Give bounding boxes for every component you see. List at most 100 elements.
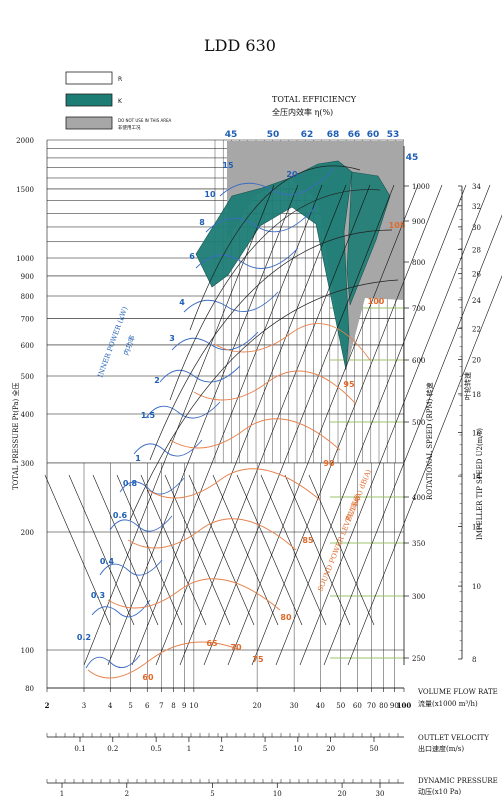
tip-speed-tick-label: 28	[472, 246, 481, 254]
inner-power-label: 0.3	[91, 591, 105, 600]
fan-grid-line	[92, 474, 159, 626]
inner-power-label: 20	[286, 170, 298, 179]
inner-power-label: 0.6	[113, 511, 128, 520]
power-curve	[85, 654, 141, 669]
efficiency-label: 68	[327, 130, 340, 140]
fan-grid-line	[347, 275, 502, 666]
x-tick-label: 30	[290, 702, 299, 710]
fan-grid-line	[179, 184, 371, 666]
legend-swatch-no-use	[65, 116, 113, 130]
velocity-tick-label: 1	[187, 745, 191, 753]
dyn-tick-label: 2	[125, 790, 129, 798]
operating-areas	[195, 141, 404, 371]
sound-curve	[193, 370, 357, 405]
fan-grid-line	[275, 184, 467, 666]
sound-power-axis-label-cn: 声功率级	[344, 493, 363, 522]
inner-power-label: 10	[204, 190, 216, 199]
fan-grid-line	[227, 184, 419, 666]
dyn-pressure-axis-label-cn: 动压(x10 Pa)	[418, 787, 461, 796]
power-curve	[133, 439, 203, 457]
power-curve	[119, 477, 185, 495]
legend-label-r: R	[118, 76, 122, 83]
curve-layer	[44, 165, 502, 679]
fan-grid-line	[68, 474, 135, 626]
x-tick-label: 8	[171, 702, 175, 710]
chart-title: LDD 630	[204, 36, 276, 55]
rpm-tick-label: 900	[412, 218, 425, 226]
fan-grid-line	[83, 184, 275, 666]
efficiency-curve	[189, 165, 361, 331]
power-curve	[205, 205, 317, 233]
y-tick-label: 200	[21, 529, 34, 537]
inner-power-axis-label: INNER POWER (kW)	[96, 305, 129, 378]
inner-power-label: 0.2	[77, 633, 91, 642]
power-curve	[159, 365, 241, 383]
power-curve	[171, 331, 259, 351]
inner-power-label: 1	[135, 454, 141, 463]
axis-layer: 8010020030040050060070080090010001500200…	[11, 137, 498, 798]
velocity-axis-label-cn: 出口速度(m/s)	[418, 744, 464, 753]
inner-power-label: 4	[179, 298, 185, 307]
fan-grid-line	[323, 214, 502, 666]
rpm-tick-label: 700	[412, 305, 425, 313]
fan-grid-line	[107, 184, 299, 666]
tip-speed-tick-label: 20	[472, 356, 481, 364]
sound-curve	[147, 468, 321, 501]
velocity-tick-label: 50	[370, 745, 379, 753]
x-tick-label: 7	[159, 702, 163, 710]
power-curve	[109, 515, 173, 532]
x-tick-label: 3	[82, 702, 86, 710]
fan-grid-line	[308, 474, 375, 626]
efficiency-label: 45	[225, 130, 238, 140]
dyn-tick-label: 10	[273, 790, 282, 798]
rpm-tick-label: 1000	[412, 183, 430, 191]
inner-power-axis-label-cn: 内功率	[121, 334, 137, 357]
rpm-tick-label: 500	[412, 419, 425, 427]
dyn-tick-label: 20	[338, 790, 347, 798]
rpm-tick-label: 300	[412, 593, 425, 601]
x-tick-label: 100	[397, 701, 412, 710]
fan-grid-line	[299, 184, 491, 666]
y-axis-label: TOTAL PRESSURE Pt(Pa) 全压	[11, 383, 20, 490]
inner-power-label: 3	[169, 334, 175, 343]
tip-speed-tick-label: 32	[472, 203, 481, 211]
sound-power-label: 65	[206, 639, 218, 648]
inner-power-label: 15	[222, 161, 234, 170]
efficiency-curve	[169, 189, 381, 401]
sound-power-label: 80	[280, 613, 292, 622]
y-tick-label: 300	[21, 460, 34, 468]
legend-label-no-use-cn: 非使用工况	[118, 124, 141, 131]
sound-curve	[87, 641, 241, 679]
fan-grid-line	[284, 474, 351, 626]
fan-grid-line	[260, 474, 327, 626]
sound-power-label: 90	[323, 459, 335, 468]
sound-power-label: 60	[142, 673, 154, 682]
x-axis-label: VOLUME FLOW RATE	[417, 688, 498, 696]
efficiency-label: 53	[387, 130, 400, 140]
legend-swatch-r	[65, 71, 113, 85]
x-tick-label: 20	[253, 702, 262, 710]
velocity-tick-label: 0.5	[151, 745, 162, 753]
y-tick-label: 900	[21, 273, 34, 281]
power-curve	[145, 401, 221, 419]
y-tick-label: 2000	[16, 137, 34, 145]
dyn-tick-label: 1	[60, 790, 64, 798]
efficiency-title: TOTAL EFFICIENCY	[272, 95, 357, 104]
velocity-tick-label: 20	[326, 745, 335, 753]
efficiency-label: 66	[348, 130, 361, 140]
k-operating-area	[195, 160, 353, 371]
sound-power-label: 95	[343, 380, 355, 389]
inner-power-label: 2	[154, 376, 160, 385]
x-tick-label: 90	[390, 702, 399, 710]
inner-power-label: 0.4	[100, 557, 115, 566]
velocity-tick-label: 5	[263, 745, 267, 753]
fan-grid-line	[212, 474, 279, 626]
tip-speed-tick-label: 16	[472, 429, 481, 437]
fan-grid-line	[116, 474, 183, 626]
x-tick-label: 2	[45, 701, 50, 710]
fan-grid-line	[188, 474, 255, 626]
rpm-tick-label: 350	[412, 540, 425, 548]
y-tick-label: 500	[21, 373, 34, 381]
fan-grid-line	[140, 474, 207, 626]
